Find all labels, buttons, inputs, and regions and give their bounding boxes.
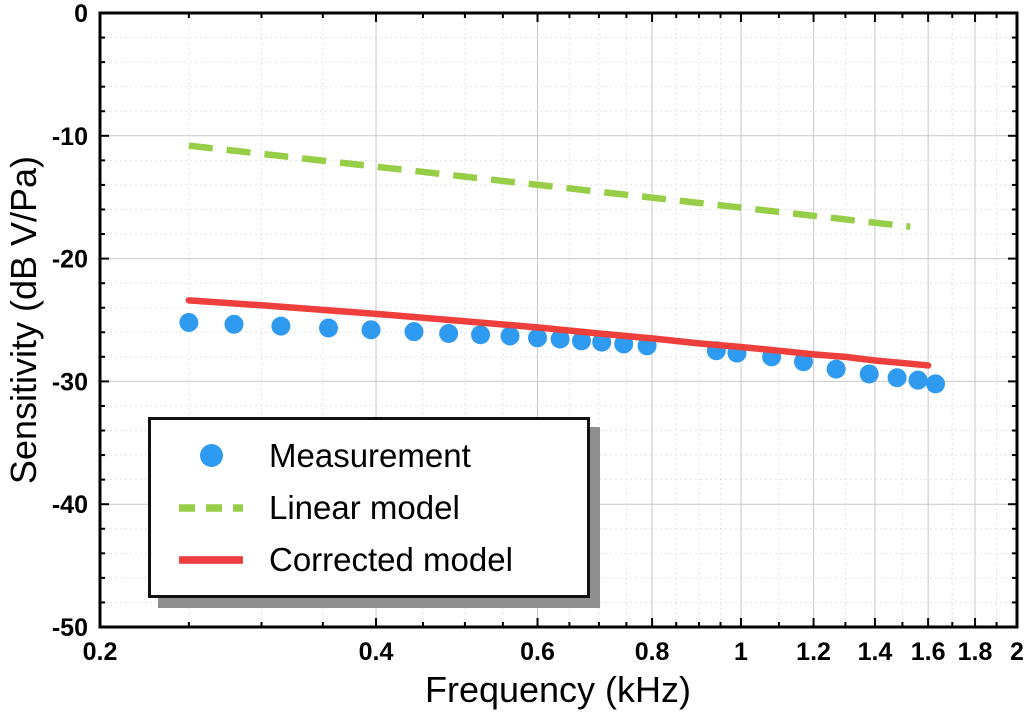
x-tick-label: 1 — [734, 638, 748, 666]
y-tick-label: 0 — [74, 0, 88, 28]
legend-item-measurement: Measurement — [175, 439, 587, 472]
x-tick-label: 1.6 — [911, 638, 946, 666]
x-tick-label: 1.4 — [858, 638, 893, 666]
y-tick-label: -10 — [52, 123, 88, 151]
y-axis-title: Sensitivity (dB V/Pa) — [3, 156, 44, 484]
legend-item-corrected-model: Corrected model — [175, 543, 587, 576]
y-tick-label: -30 — [52, 368, 88, 396]
solid-line-icon — [175, 555, 247, 565]
legend-label-corrected-model: Corrected model — [269, 541, 513, 578]
dashed-line-icon — [175, 503, 247, 513]
y-tick-label: -20 — [52, 246, 88, 274]
x-tick-label: 1.2 — [796, 638, 831, 666]
legend: Measurement Linear model Corrected model — [148, 417, 590, 598]
x-tick-label: 0.2 — [83, 638, 118, 666]
measurement-point-icon — [175, 444, 247, 467]
legend-item-linear-model: Linear model — [175, 491, 587, 524]
x-tick-label: 0.4 — [359, 638, 394, 666]
y-tick-label: -40 — [52, 491, 88, 519]
x-tick-label: 2 — [1010, 638, 1024, 666]
x-tick-label: 0.8 — [635, 638, 670, 666]
legend-label-measurement: Measurement — [269, 437, 471, 474]
x-axis-title: Frequency (kHz) — [425, 669, 691, 710]
y-tick-label: -50 — [52, 614, 88, 642]
legend-label-linear-model: Linear model — [269, 489, 460, 526]
x-tick-label: 0.6 — [520, 638, 555, 666]
x-tick-label: 1.8 — [958, 638, 993, 666]
